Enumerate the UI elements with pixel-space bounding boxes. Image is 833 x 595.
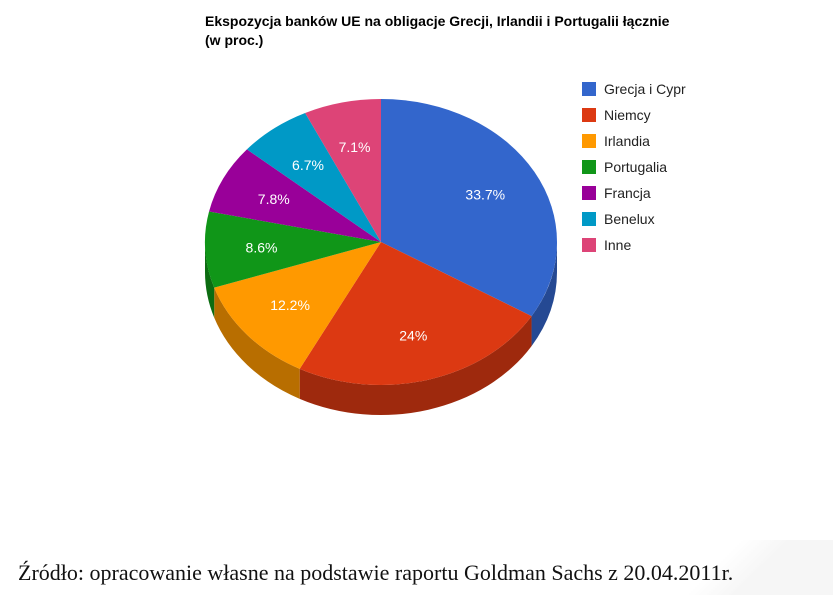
- chart-title-line2: (w proc.): [205, 32, 264, 48]
- chart-title: Ekspozycja banków UE na obligacje Grecji…: [205, 12, 669, 50]
- legend-item: Irlandia: [582, 128, 686, 154]
- pie-slice-label: 7.1%: [339, 139, 371, 155]
- pie-side-portugalia: [205, 242, 215, 318]
- pie-slice-label: 7.8%: [258, 191, 290, 207]
- pie-slice-irlandia[interactable]: [214, 242, 381, 369]
- legend-item: Niemcy: [582, 102, 686, 128]
- legend-item: Benelux: [582, 206, 686, 232]
- pie-slice-label: 12.2%: [270, 297, 310, 313]
- legend-label: Portugalia: [604, 159, 668, 175]
- legend-label: Benelux: [604, 211, 655, 227]
- legend-swatch: [582, 186, 596, 200]
- pie-side-grecja-i-cypr: [531, 242, 557, 347]
- pie-slice-inne[interactable]: [305, 99, 381, 242]
- pie-slice-francja[interactable]: [209, 149, 381, 242]
- legend-swatch: [582, 238, 596, 252]
- source-caption: Źródło: opracowanie własne na podstawie …: [18, 560, 734, 585]
- pie-slice-label: 24%: [399, 328, 427, 344]
- pie-slice-benelux[interactable]: [246, 112, 381, 242]
- pie-slice-label: 8.6%: [246, 239, 278, 255]
- legend-swatch: [582, 134, 596, 148]
- legend-label: Inne: [604, 237, 632, 253]
- legend-swatch: [582, 160, 596, 174]
- chart-legend: Grecja i Cypr Niemcy Irlandia Portugalia…: [582, 76, 686, 258]
- pie-slice-label: 33.7%: [465, 186, 505, 202]
- legend-swatch: [582, 82, 596, 96]
- legend-item: Francja: [582, 180, 686, 206]
- legend-label: Grecja i Cypr: [604, 81, 686, 97]
- legend-item: Grecja i Cypr: [582, 76, 686, 102]
- legend-swatch: [582, 108, 596, 122]
- pie-slice-niemcy[interactable]: [299, 242, 532, 386]
- chart-title-line1: Ekspozycja banków UE na obligacje Grecji…: [205, 13, 670, 29]
- pie-slice-grecja-i-cypr[interactable]: [381, 99, 558, 317]
- pie-side-niemcy: [299, 316, 532, 416]
- background-decoration: [643, 540, 833, 595]
- pie-slice-portugalia[interactable]: [205, 211, 381, 288]
- legend-label: Niemcy: [604, 107, 651, 123]
- legend-item: Inne: [582, 232, 686, 258]
- legend-label: Francja: [604, 185, 651, 201]
- legend-label: Irlandia: [604, 133, 650, 149]
- legend-swatch: [582, 212, 596, 226]
- pie-side-irlandia: [214, 287, 300, 399]
- legend-item: Portugalia: [582, 154, 686, 180]
- pie-slice-label: 6.7%: [292, 157, 324, 173]
